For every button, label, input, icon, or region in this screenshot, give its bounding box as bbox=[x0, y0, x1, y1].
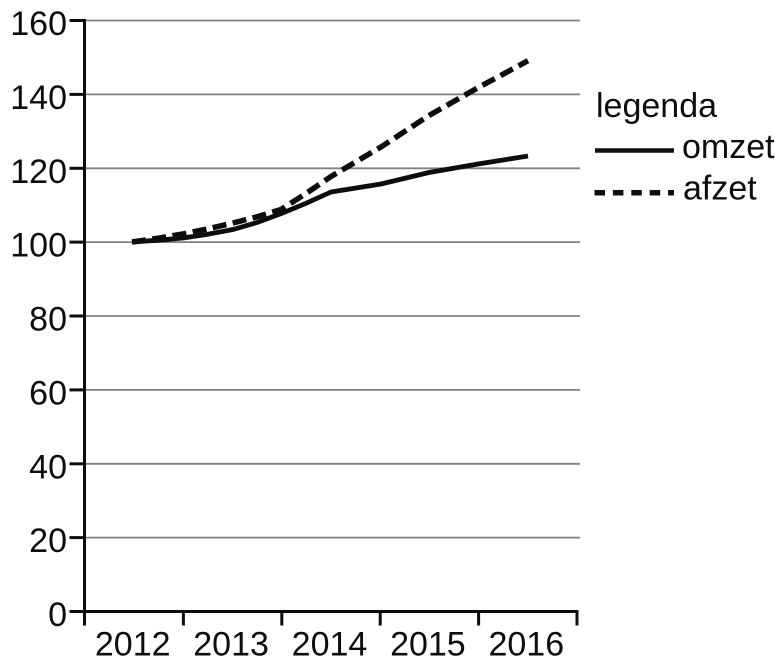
svg-text:2012: 2012 bbox=[95, 626, 171, 664]
svg-text:40: 40 bbox=[29, 448, 67, 486]
svg-text:omzet: omzet bbox=[682, 128, 775, 166]
svg-text:afzet: afzet bbox=[683, 170, 757, 208]
svg-text:20: 20 bbox=[29, 522, 67, 560]
svg-text:0: 0 bbox=[48, 596, 67, 634]
svg-text:2013: 2013 bbox=[193, 626, 269, 664]
svg-text:2014: 2014 bbox=[292, 626, 368, 664]
svg-text:120: 120 bbox=[10, 153, 67, 191]
svg-text:140: 140 bbox=[10, 79, 67, 117]
svg-text:2016: 2016 bbox=[488, 626, 564, 664]
svg-text:100: 100 bbox=[10, 227, 67, 265]
svg-text:2015: 2015 bbox=[390, 626, 466, 664]
svg-text:legenda: legenda bbox=[596, 87, 717, 125]
svg-text:60: 60 bbox=[29, 374, 67, 412]
svg-text:160: 160 bbox=[10, 5, 67, 43]
svg-text:80: 80 bbox=[29, 301, 67, 339]
